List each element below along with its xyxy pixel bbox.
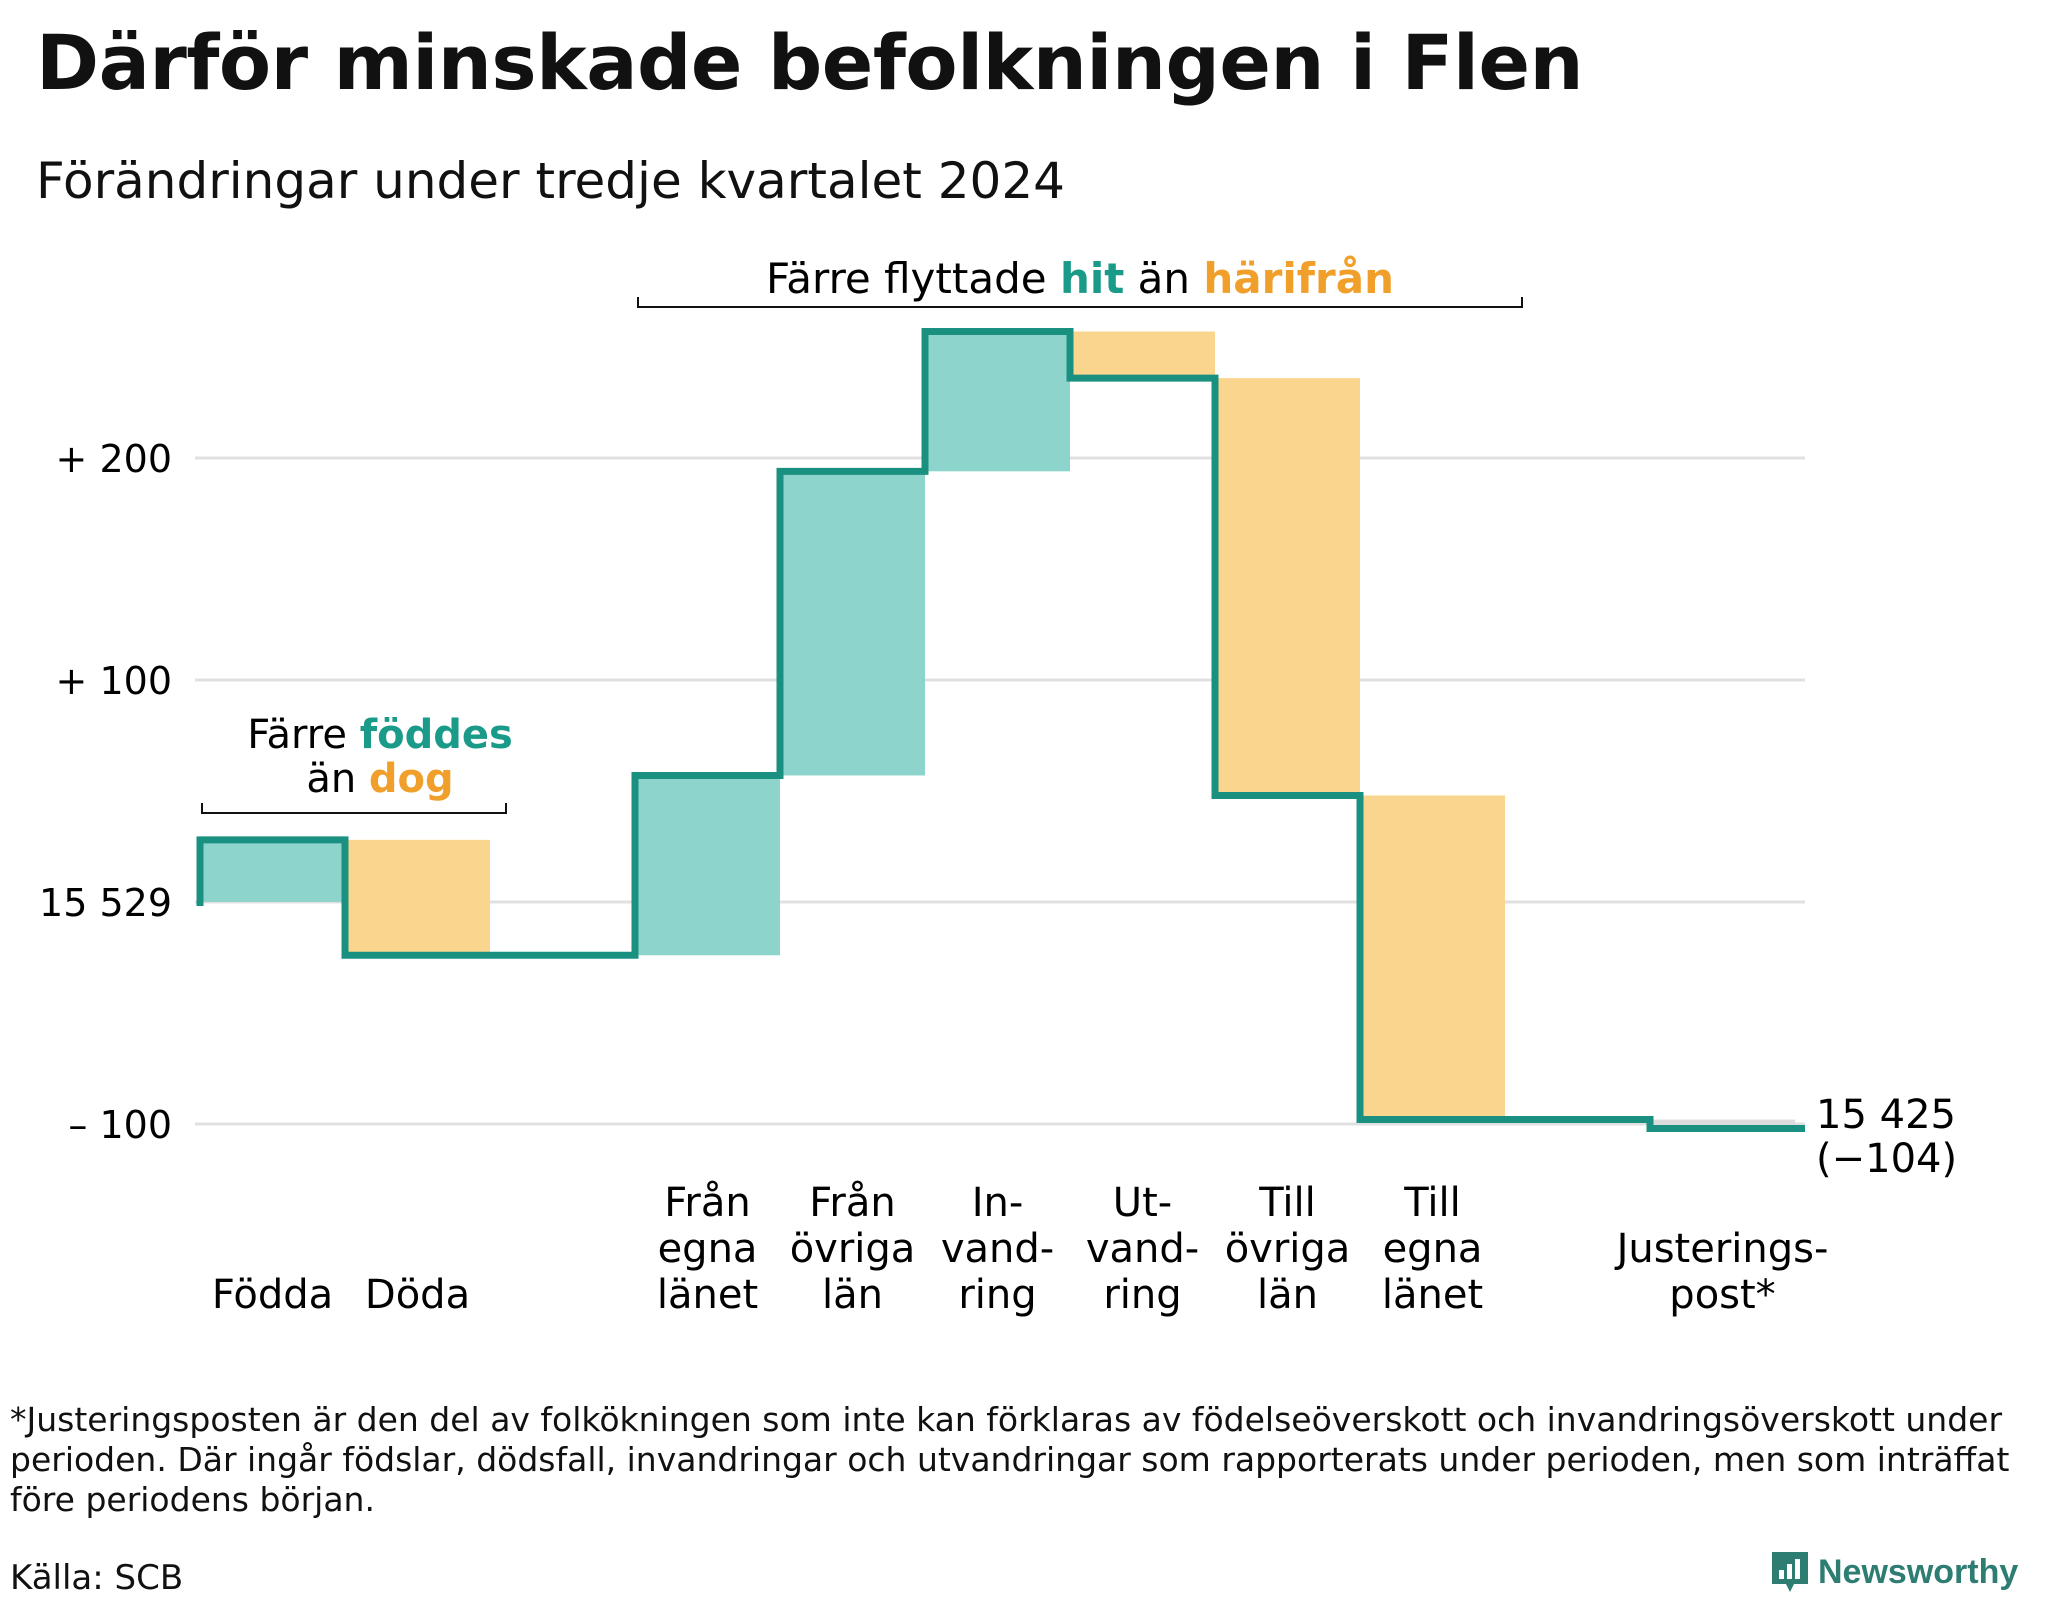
category-label-7-1: övriga [1225,1226,1351,1272]
category-label-5-1: vand- [941,1226,1054,1272]
end-value-label: 15 425 [1816,1092,1956,1138]
y-tick-label-0: + 200 [56,437,172,481]
category-label-10-1: post* [1669,1272,1775,1318]
migration-annotation-highlight-in: hit [1060,254,1124,303]
bar-6 [1070,331,1215,379]
bar-0 [200,839,345,902]
category-label-6-2: ring [1103,1272,1181,1318]
deaths-annotation-highlight: dog [369,756,454,802]
births-annotation-text-a: Färre [247,712,359,758]
y-axis-tick-labels: + 200 + 100 15 529 – 100 [39,437,172,1147]
category-label-3-2: länet [657,1272,758,1318]
births-annotation-text-b: än [306,756,369,802]
bar-3 [635,775,780,956]
births-annotation-highlight: föddes [360,712,513,758]
migration-annotation-bracket [637,297,1523,308]
category-label-10-0: Justerings- [1614,1226,1829,1272]
brand-logo: Newsworthy [1770,1550,2018,1594]
chart-subtitle: Förändringar under tredje kvartalet 2024 [36,152,1065,210]
bar-10 [1650,1119,1795,1129]
category-label-6-1: vand- [1086,1226,1199,1272]
category-label-5-2: ring [958,1272,1036,1318]
end-change-label: (−104) [1816,1136,1957,1182]
category-label-3-0: Från [664,1180,750,1226]
category-label-5-0: In- [972,1180,1024,1226]
births-annotation-line2: än dog [306,756,453,802]
migration-annotation-text: Färre flyttade hit än härifrån [766,254,1394,303]
category-label-3-1: egna [658,1226,758,1272]
category-label-7-0: Till [1258,1180,1316,1226]
bar-7 [1215,378,1360,796]
cumulative-line [196,327,1805,1132]
newsworthy-logo-icon [1772,1552,1808,1592]
y-tick-label-1: + 100 [56,659,172,703]
births-annotation-bracket [201,803,507,814]
y-tick-label-3: – 100 [68,1103,172,1147]
migration-annotation-text-a: Färre flyttade [766,254,1060,303]
footnote: *Justeringsposten är den del av folkökni… [10,1400,2010,1519]
y-tick-label-2: 15 529 [39,881,172,925]
migration-annotation-text-c: än [1124,254,1203,303]
category-label-4-2: län [822,1272,883,1318]
x-axis-category-labels: Födda DödaFrånegnalänetFrånövrigalänIn-va… [212,1180,1829,1318]
births-annotation-line1: Färre föddes [247,712,513,758]
brand-name: Newsworthy [1818,1552,2019,1591]
category-label-8-0: Till [1403,1180,1461,1226]
migration-annotation-highlight-out: härifrån [1203,254,1394,303]
category-label-8-1: egna [1383,1226,1483,1272]
chart-title: Därför minskade befolkningen i Flen [36,18,1584,107]
bar-4 [780,471,925,776]
migration-annotation: Färre flyttade hit än härifrån [637,254,1523,308]
category-label-6-0: Ut- [1113,1180,1172,1226]
category-label-4-0: Från [809,1180,895,1226]
category-label-4-1: övriga [790,1226,916,1272]
bar-5 [925,331,1070,472]
bar-1 [345,839,490,956]
category-label-1-0: Döda [365,1272,470,1318]
source-label: Källa: SCB [10,1558,184,1598]
births-annotation: Färre föddes än dog [201,712,513,814]
category-label-0-0: Födda [212,1272,333,1318]
bar-8 [1360,795,1505,1120]
bars [200,331,1795,1129]
category-label-8-2: länet [1382,1272,1483,1318]
category-label-7-2: län [1257,1272,1318,1318]
cumulative-step-line [196,327,1805,1132]
